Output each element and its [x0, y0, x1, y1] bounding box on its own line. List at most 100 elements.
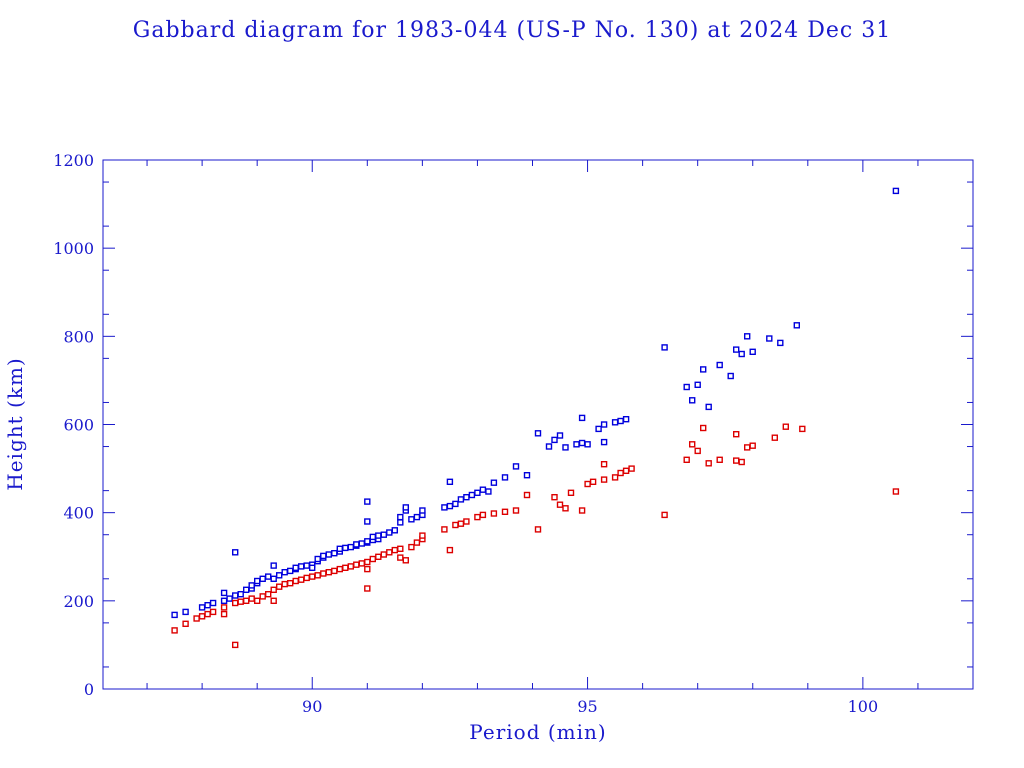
- data-point: [242, 597, 250, 604]
- data-point: [276, 583, 283, 590]
- data-point: [358, 560, 365, 567]
- data-point: [182, 620, 189, 627]
- data-point: [716, 456, 723, 463]
- y-tick-label: 0: [84, 680, 94, 699]
- data-point: [661, 511, 668, 519]
- x-tick-label: 95: [577, 697, 597, 716]
- data-point: [562, 444, 569, 451]
- data-point: [446, 546, 454, 554]
- data-point: [364, 518, 371, 525]
- data-point: [683, 456, 690, 463]
- data-point: [738, 350, 745, 358]
- data-point: [611, 474, 619, 481]
- data-point: [298, 576, 305, 583]
- data-point: [314, 572, 321, 579]
- data-point: [397, 545, 404, 552]
- data-point: [209, 599, 217, 607]
- data-point: [452, 521, 459, 529]
- data-point: [749, 442, 756, 449]
- data-point: [744, 333, 751, 340]
- data-point: [584, 480, 591, 488]
- data-point: [391, 527, 398, 534]
- data-point: [220, 610, 228, 618]
- data-point: [782, 423, 789, 430]
- data-point: [419, 507, 426, 514]
- data-point: [320, 552, 327, 560]
- data-point: [441, 526, 448, 533]
- data-point: [325, 551, 332, 558]
- data-point: [281, 569, 288, 576]
- data-point: [320, 570, 327, 577]
- data-point: [231, 549, 239, 556]
- data-point: [567, 489, 575, 496]
- data-point: [270, 575, 277, 582]
- data-point: [397, 519, 404, 526]
- data-point: [600, 461, 608, 468]
- data-point: [413, 513, 421, 521]
- data-point: [402, 557, 409, 564]
- data-point: [523, 491, 531, 499]
- data-point: [628, 465, 635, 472]
- data-point: [220, 589, 228, 597]
- data-point: [198, 613, 206, 620]
- data-point: [556, 501, 564, 508]
- data-point: [171, 611, 178, 619]
- data-point: [738, 458, 745, 466]
- data-point: [265, 591, 272, 598]
- data-point: [386, 529, 393, 536]
- data-point: [617, 417, 624, 425]
- data-point: [270, 586, 277, 593]
- data-point: [281, 580, 288, 588]
- data-point: [733, 431, 740, 438]
- data-point: [578, 439, 586, 447]
- data-point: [578, 414, 586, 422]
- y-tick-label: 1000: [53, 239, 94, 258]
- data-point: [584, 441, 591, 448]
- data-point: [512, 507, 520, 514]
- x-tick-label: 100: [848, 697, 879, 716]
- data-point: [490, 510, 498, 517]
- data-point: [892, 187, 900, 195]
- data-point: [777, 339, 784, 347]
- data-point: [408, 516, 415, 523]
- data-point: [556, 432, 564, 439]
- data-point: [314, 555, 321, 563]
- data-point: [457, 520, 465, 527]
- data-point: [248, 595, 255, 602]
- data-point: [287, 567, 294, 575]
- data-point: [468, 491, 476, 499]
- data-point: [446, 502, 454, 510]
- data-point: [419, 532, 426, 539]
- data-point: [209, 608, 217, 616]
- data-point: [231, 599, 239, 607]
- y-tick-label: 800: [63, 327, 94, 346]
- data-point: [771, 434, 778, 441]
- data-point: [727, 372, 734, 380]
- data-point: [689, 441, 696, 448]
- data-point: [793, 322, 800, 329]
- data-point: [231, 592, 239, 599]
- data-point: [733, 457, 740, 464]
- data-point: [309, 573, 316, 580]
- data-point: [248, 582, 255, 589]
- data-point: [309, 564, 316, 571]
- data-point: [231, 641, 239, 649]
- data-point: [534, 526, 542, 533]
- data-point: [325, 569, 332, 576]
- data-point: [474, 489, 481, 496]
- data-point: [611, 419, 619, 426]
- data-point: [287, 580, 294, 587]
- data-point: [545, 443, 553, 450]
- data-point: [380, 551, 387, 558]
- data-point: [270, 562, 277, 569]
- data-point: [551, 494, 558, 501]
- data-point: [353, 541, 360, 548]
- data-point: [402, 504, 409, 511]
- series-0: [171, 187, 900, 619]
- data-point: [259, 575, 266, 582]
- data-point: [380, 531, 387, 538]
- data-point: [744, 444, 751, 451]
- data-point: [375, 532, 382, 539]
- data-point: [276, 572, 283, 579]
